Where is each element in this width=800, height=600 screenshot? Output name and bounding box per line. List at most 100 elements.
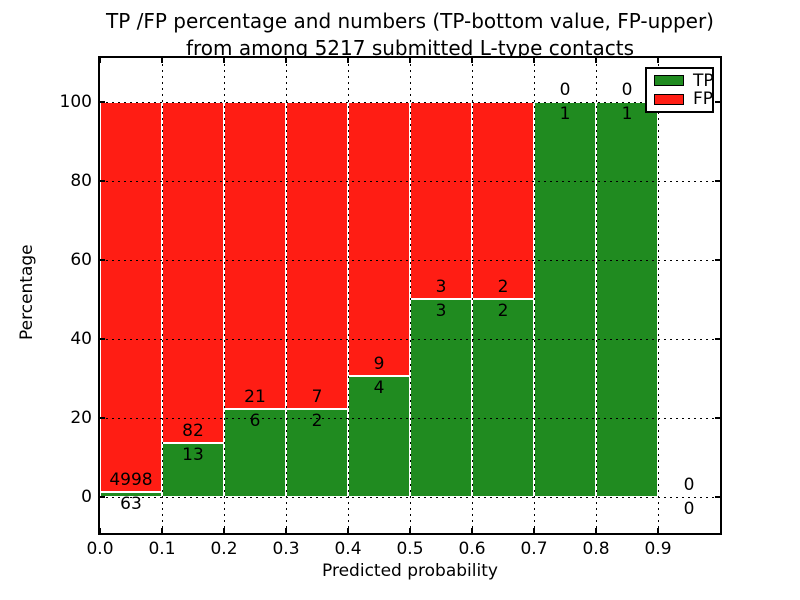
y-tick-mark bbox=[100, 179, 105, 182]
tp-count-label: 2 bbox=[311, 411, 323, 432]
y-tick-mark bbox=[100, 417, 105, 420]
x-tick-label: 0.8 bbox=[582, 539, 610, 559]
v-gridline bbox=[410, 58, 411, 533]
tp-count-label: 13 bbox=[182, 445, 204, 466]
legend-label-fp: FP bbox=[693, 89, 714, 110]
bar-segment-fp bbox=[410, 101, 472, 300]
bar-segment-tp bbox=[534, 101, 596, 498]
fp-count-label: 3 bbox=[435, 277, 447, 298]
bar-segment-tp bbox=[224, 409, 286, 498]
fp-count-label: 82 bbox=[182, 421, 204, 442]
x-tick-mark bbox=[161, 58, 163, 63]
legend-item-tp: TP bbox=[654, 72, 714, 90]
x-tick-label: 0.5 bbox=[396, 539, 424, 559]
y-tick-mark bbox=[715, 338, 720, 341]
x-tick-label: 0.7 bbox=[520, 539, 548, 559]
x-tick-mark bbox=[285, 528, 287, 533]
x-tick-label: 0.2 bbox=[210, 539, 238, 559]
v-gridline bbox=[224, 58, 225, 533]
y-tick-label: 0 bbox=[81, 487, 92, 508]
x-tick-mark bbox=[471, 528, 473, 533]
x-tick-mark bbox=[285, 58, 287, 63]
y-tick-label: 40 bbox=[70, 329, 92, 350]
fp-count-label: 21 bbox=[244, 387, 266, 408]
bar-segment-fp bbox=[348, 101, 410, 376]
y-axis-label: Percentage bbox=[17, 244, 37, 340]
y-tick-mark bbox=[715, 258, 720, 261]
x-tick-mark bbox=[533, 58, 535, 63]
v-gridline bbox=[472, 58, 473, 533]
y-tick-label: 20 bbox=[70, 408, 92, 429]
fp-count-label: 0 bbox=[683, 475, 695, 496]
fp-count-label: 4998 bbox=[109, 470, 153, 491]
tp-count-label: 63 bbox=[120, 494, 142, 515]
y-tick-label: 100 bbox=[59, 91, 92, 112]
bar-segment-fp bbox=[162, 101, 224, 444]
x-tick-label: 0.0 bbox=[86, 539, 114, 559]
x-tick-label: 0.1 bbox=[148, 539, 176, 559]
fp-count-label: 7 bbox=[311, 387, 323, 408]
bar-segment-tp bbox=[410, 299, 472, 498]
v-gridline bbox=[348, 58, 349, 533]
v-gridline bbox=[534, 58, 535, 533]
x-tick-mark bbox=[347, 58, 349, 63]
fp-count-label: 0 bbox=[621, 79, 633, 100]
v-gridline bbox=[658, 58, 659, 533]
y-tick-mark bbox=[715, 496, 720, 499]
x-tick-mark bbox=[471, 58, 473, 63]
y-tick-label: 60 bbox=[70, 249, 92, 270]
tp-count-label: 0 bbox=[683, 499, 695, 520]
bar-segment-tp bbox=[100, 492, 162, 498]
tp-count-label: 4 bbox=[373, 377, 385, 398]
bar-segment-fp bbox=[472, 101, 534, 300]
legend-item-fp: FP bbox=[654, 90, 713, 108]
x-tick-mark bbox=[409, 58, 411, 63]
v-gridline bbox=[286, 58, 287, 533]
plot-area: 4998 63 82 13 21 6 7 2 9 4 3 3 2 2 0 1 0 1 0 0 bbox=[98, 56, 722, 535]
chart-title-line1: TP /FP percentage and numbers (TP-bottom… bbox=[106, 9, 714, 33]
x-tick-mark bbox=[409, 528, 411, 533]
tp-color-swatch bbox=[654, 75, 684, 87]
y-tick-mark bbox=[100, 496, 105, 499]
tp-count-label: 1 bbox=[621, 103, 633, 124]
fp-count-label: 2 bbox=[497, 277, 509, 298]
x-tick-mark bbox=[223, 528, 225, 533]
x-tick-label: 0.4 bbox=[334, 539, 362, 559]
x-axis-label: Predicted probability bbox=[322, 561, 498, 581]
y-tick-mark bbox=[715, 417, 720, 420]
x-tick-mark bbox=[595, 528, 597, 533]
fp-count-label: 9 bbox=[373, 353, 385, 374]
x-tick-mark bbox=[161, 528, 163, 533]
y-tick-mark bbox=[100, 258, 105, 261]
v-gridline bbox=[162, 58, 163, 533]
bar-segment-tp bbox=[596, 101, 658, 498]
x-tick-mark bbox=[657, 528, 659, 533]
y-tick-label: 80 bbox=[70, 170, 92, 191]
legend-label-tp: TP bbox=[693, 70, 714, 91]
fp-color-swatch bbox=[654, 93, 684, 105]
bar-segment-fp bbox=[286, 101, 348, 410]
tp-count-label: 3 bbox=[435, 301, 447, 322]
x-tick-mark bbox=[595, 58, 597, 63]
fp-count-label: 0 bbox=[559, 79, 571, 100]
x-tick-label: 0.9 bbox=[644, 539, 672, 559]
v-gridline bbox=[596, 58, 597, 533]
x-tick-mark bbox=[99, 58, 101, 63]
legend: TP FP bbox=[645, 67, 714, 113]
bar-segment-fp bbox=[224, 101, 286, 410]
bar-segment-tp bbox=[162, 443, 224, 498]
tp-count-label: 6 bbox=[249, 411, 261, 432]
x-tick-label: 0.3 bbox=[272, 539, 300, 559]
bar-segment-fp bbox=[100, 101, 162, 493]
chart-title: TP /FP percentage and numbers (TP-bottom… bbox=[100, 8, 720, 62]
x-tick-mark bbox=[657, 58, 659, 63]
tp-count-label: 2 bbox=[497, 301, 509, 322]
x-tick-label: 0.6 bbox=[458, 539, 486, 559]
x-tick-mark bbox=[533, 528, 535, 533]
bar-segment-tp bbox=[472, 299, 534, 498]
x-tick-mark bbox=[223, 58, 225, 63]
x-tick-mark bbox=[347, 528, 349, 533]
tp-count-label: 1 bbox=[559, 103, 571, 124]
y-tick-mark bbox=[715, 179, 720, 182]
